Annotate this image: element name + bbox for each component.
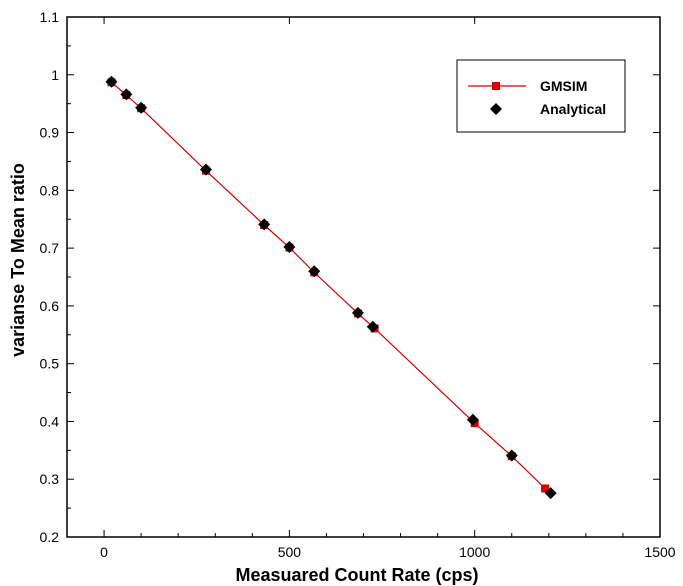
data-point-gmsim (541, 484, 550, 493)
x-tick-label: 500 (278, 544, 302, 560)
y-tick-label: 0.8 (40, 182, 60, 198)
data-point-analytical (505, 449, 518, 462)
data-point-analytical (351, 306, 364, 319)
data-point-analytical (544, 487, 557, 500)
data-point-analytical (366, 320, 379, 333)
y-tick-label: 1 (51, 67, 59, 83)
y-tick-label: 0.9 (40, 125, 60, 141)
x-tick-label: 1500 (644, 544, 675, 560)
series-line-gmsim (111, 81, 546, 489)
y-tick-label: 0.4 (40, 413, 60, 429)
y-tick-label: 0.3 (40, 471, 60, 487)
data-point-analytical (308, 265, 321, 278)
data-point-analytical (105, 75, 118, 88)
data-point-analytical (135, 101, 148, 114)
data-point-analytical (258, 218, 271, 231)
y-tick-label: 0.7 (40, 240, 60, 256)
y-tick-label: 0.2 (40, 529, 60, 545)
y-tick-label: 1.1 (40, 9, 60, 25)
x-tick-label: 1000 (459, 544, 490, 560)
legend-analytical-marker (490, 103, 502, 115)
legend-box (456, 59, 626, 133)
data-point-analytical (199, 163, 212, 176)
y-tick-label: 0.6 (40, 298, 60, 314)
y-axis-title: varianse To Mean ratio (8, 163, 28, 357)
legend-gmsim-marker (492, 82, 500, 90)
legend-gmsim-label: GMSIM (540, 78, 587, 94)
data-point-analytical (283, 240, 296, 253)
data-point-analytical (120, 88, 133, 101)
x-tick-label: 0 (100, 544, 108, 560)
series-layer (105, 75, 557, 500)
legend: GMSIM Analytical (456, 59, 626, 133)
legend-analytical-label: Analytical (540, 101, 606, 117)
x-axis-title: Measuared Count Rate (cps) (235, 565, 478, 585)
y-tick-label: 0.5 (40, 356, 60, 372)
axes-layer: 0 500 1000 1500 0.2 0.3 0.4 0.5 0.6 0.7 0.8 0.9 1 1.1 (40, 9, 676, 560)
data-point-analytical (466, 413, 479, 426)
